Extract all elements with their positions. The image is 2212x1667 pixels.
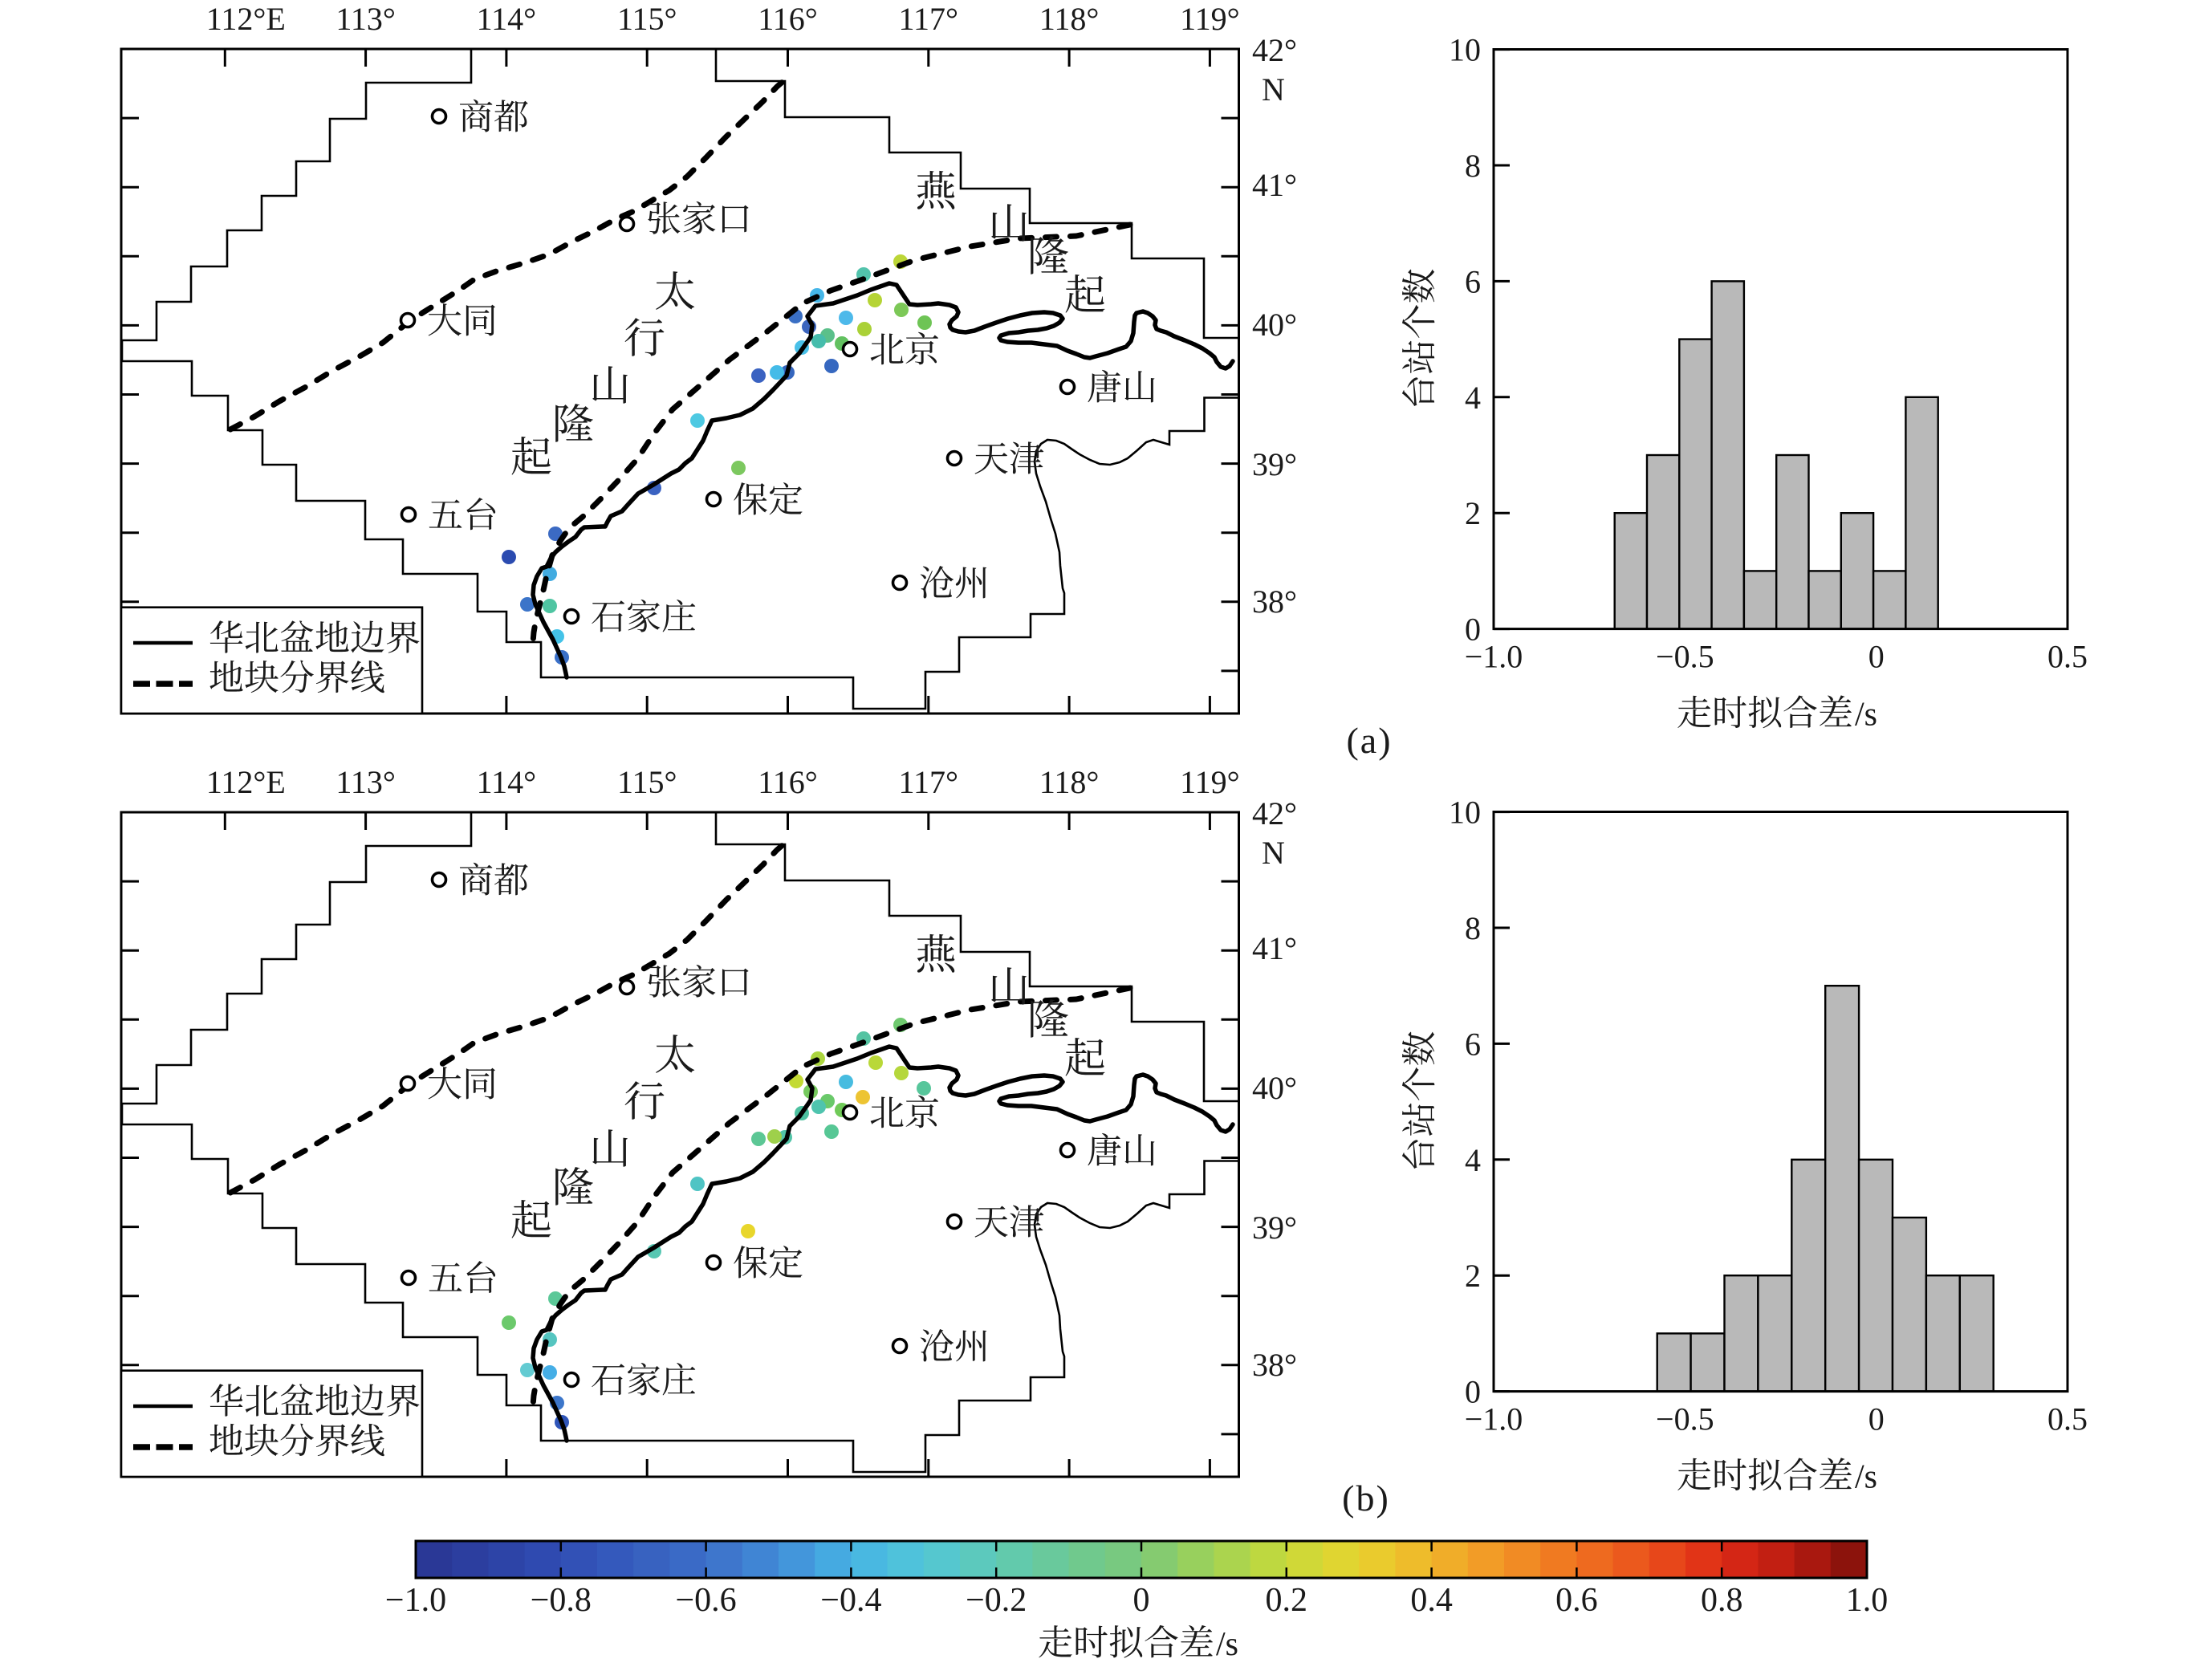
- svg-text:N: N: [1262, 71, 1285, 108]
- svg-text:−0.5: −0.5: [1656, 639, 1714, 675]
- svg-text:/s: /s: [1216, 1626, 1238, 1663]
- svg-text:−1.0: −1.0: [1465, 639, 1523, 675]
- svg-text:41°: 41°: [1252, 930, 1297, 966]
- svg-text:−0.2: −0.2: [966, 1582, 1027, 1619]
- svg-text:0.2: 0.2: [1266, 1582, 1308, 1619]
- svg-text:N: N: [1262, 835, 1285, 871]
- svg-text:114°: 114°: [477, 1, 537, 37]
- svg-text:8: 8: [1465, 910, 1481, 946]
- svg-text:40°: 40°: [1252, 307, 1297, 343]
- svg-text:119°: 119°: [1180, 1, 1240, 37]
- svg-text:6: 6: [1465, 263, 1481, 299]
- svg-text:41°: 41°: [1252, 167, 1297, 203]
- svg-text:−0.8: −0.8: [531, 1582, 592, 1619]
- svg-text:114°: 114°: [477, 764, 537, 800]
- svg-text:117°: 117°: [899, 764, 959, 800]
- svg-text:−0.6: −0.6: [676, 1582, 737, 1619]
- svg-text:/s: /s: [1855, 697, 1877, 734]
- svg-text:0: 0: [1465, 612, 1481, 648]
- svg-text:0.8: 0.8: [1701, 1582, 1743, 1619]
- svg-text:1.0: 1.0: [1846, 1582, 1889, 1619]
- svg-text:0: 0: [1465, 1374, 1481, 1410]
- svg-text:/s: /s: [1855, 1459, 1877, 1496]
- svg-text:0: 0: [1133, 1582, 1150, 1619]
- svg-text:117°: 117°: [899, 1, 959, 37]
- svg-text:0: 0: [1868, 639, 1885, 675]
- svg-text:38°: 38°: [1252, 1347, 1297, 1383]
- svg-text:112°E: 112°E: [206, 1, 286, 37]
- svg-text:116°: 116°: [758, 764, 818, 800]
- svg-text:118°: 118°: [1039, 764, 1100, 800]
- svg-text:115°: 115°: [617, 1, 677, 37]
- svg-text:−0.4: −0.4: [820, 1582, 881, 1619]
- svg-text:0.4: 0.4: [1410, 1582, 1453, 1619]
- svg-text:8: 8: [1465, 148, 1481, 184]
- svg-text:−1.0: −1.0: [1465, 1401, 1523, 1437]
- svg-text:−0.5: −0.5: [1656, 1401, 1714, 1437]
- svg-text:39°: 39°: [1252, 446, 1297, 482]
- svg-text:39°: 39°: [1252, 1210, 1297, 1246]
- svg-text:40°: 40°: [1252, 1070, 1297, 1106]
- svg-text:4: 4: [1465, 1142, 1481, 1178]
- svg-text:4: 4: [1465, 380, 1481, 416]
- svg-text:0.6: 0.6: [1555, 1582, 1598, 1619]
- svg-text:118°: 118°: [1039, 1, 1100, 37]
- svg-text:42°: 42°: [1252, 32, 1297, 68]
- svg-text:0.5: 0.5: [2047, 639, 2088, 675]
- svg-text:113°: 113°: [335, 1, 396, 37]
- svg-text:38°: 38°: [1252, 583, 1297, 620]
- svg-text:2: 2: [1465, 495, 1481, 531]
- svg-text:112°E: 112°E: [206, 764, 286, 800]
- svg-text:42°: 42°: [1252, 795, 1297, 831]
- svg-text:115°: 115°: [617, 764, 677, 800]
- svg-text:(b): (b): [1342, 1478, 1390, 1519]
- svg-text:116°: 116°: [758, 1, 818, 37]
- svg-text:113°: 113°: [335, 764, 396, 800]
- svg-text:0: 0: [1868, 1401, 1885, 1437]
- svg-text:119°: 119°: [1180, 764, 1240, 800]
- svg-text:10: 10: [1449, 32, 1481, 68]
- svg-text:−1.0: −1.0: [385, 1582, 446, 1619]
- svg-text:(a): (a): [1346, 720, 1392, 761]
- svg-text:6: 6: [1465, 1026, 1481, 1062]
- svg-text:2: 2: [1465, 1258, 1481, 1294]
- svg-text:0.5: 0.5: [2047, 1401, 2088, 1437]
- svg-text:10: 10: [1449, 795, 1481, 831]
